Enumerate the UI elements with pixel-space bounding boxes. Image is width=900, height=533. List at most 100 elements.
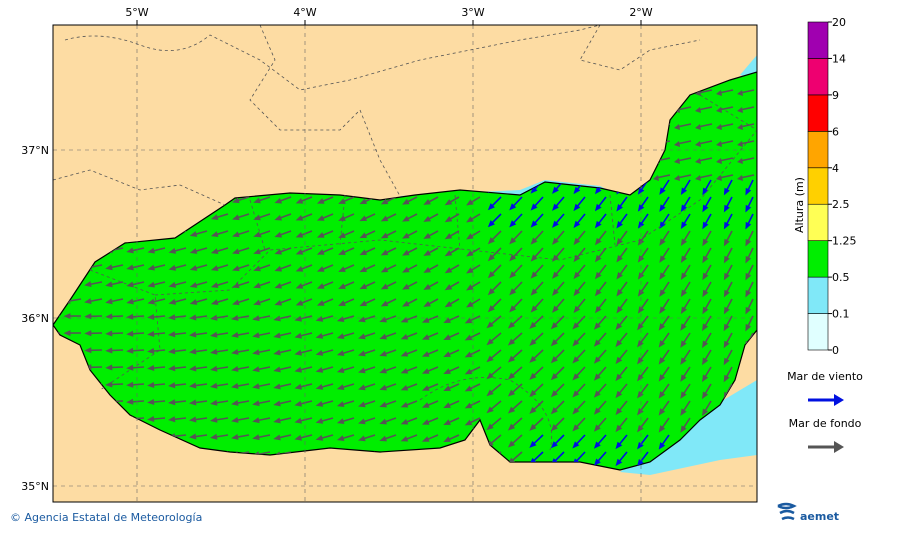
arrowhead [594, 186, 602, 195]
arrowhead [84, 298, 92, 305]
arrowhead [594, 203, 602, 212]
colorbar-segment [807, 313, 829, 351]
arrowhead [168, 399, 176, 406]
arrowhead [379, 367, 387, 374]
arrowhead [637, 390, 644, 399]
arrowhead [252, 383, 260, 390]
arrowhead [466, 267, 474, 274]
arrowhead [315, 418, 324, 424]
arrowhead [231, 315, 239, 321]
legend-arrowhead [834, 441, 844, 453]
arrowhead [615, 322, 623, 331]
arrowhead [572, 424, 580, 432]
lon-label: 3°W [461, 6, 484, 19]
arrowhead [147, 382, 155, 388]
arrowhead [316, 215, 325, 221]
arrowhead [466, 199, 474, 206]
map-frame [52, 24, 758, 503]
arrowhead [486, 389, 494, 397]
arrowhead [593, 390, 601, 398]
colorbar-label: 4 [832, 162, 839, 175]
arrowhead [379, 435, 387, 442]
map [43, 25, 757, 502]
arrowhead [680, 357, 687, 365]
arrowhead [402, 266, 410, 273]
arrowhead [593, 458, 601, 466]
arrowhead [189, 299, 198, 305]
arrowhead [43, 415, 50, 421]
arrowhead [402, 232, 410, 239]
arrowhead [274, 231, 283, 238]
arrowhead [487, 305, 495, 313]
arrowhead [616, 221, 623, 229]
arrowhead [231, 349, 239, 355]
arrowhead [147, 247, 155, 254]
arrowhead [295, 197, 304, 204]
arrowhead [637, 306, 645, 314]
arrowhead [232, 214, 240, 221]
arrowhead [316, 266, 325, 272]
colorbar-label: 20 [832, 16, 846, 29]
arrowhead [210, 365, 218, 372]
arrowhead [294, 400, 302, 407]
arrowhead [637, 339, 644, 348]
arrowhead [336, 435, 345, 441]
arrowhead [486, 338, 494, 346]
arrowhead [507, 389, 516, 397]
arrowhead [615, 339, 623, 348]
arrowhead [573, 203, 581, 212]
arrowhead [274, 282, 283, 289]
arrowhead [359, 232, 368, 239]
arrowhead [423, 283, 431, 290]
arrowhead [358, 435, 366, 442]
arrowhead [147, 264, 155, 271]
legend-label: Mar de fondo [789, 417, 862, 430]
arrowhead [572, 390, 580, 398]
arrowhead [658, 408, 666, 416]
arrowhead [126, 330, 134, 337]
arrowhead [680, 340, 687, 348]
arrowhead [615, 424, 623, 433]
arrowhead [126, 398, 134, 405]
arrowhead [530, 288, 538, 296]
arrowhead [253, 299, 261, 306]
arrowhead [315, 384, 324, 390]
arrowhead [338, 266, 346, 272]
arrowhead [274, 248, 283, 255]
arrowhead [658, 442, 666, 450]
colorbar-label: 0.1 [832, 308, 850, 321]
arrowhead [421, 317, 430, 323]
arrowhead [273, 417, 281, 424]
arrowhead [723, 357, 730, 366]
colorbar-segment [807, 131, 829, 169]
arrowhead [126, 298, 134, 305]
colorbar-segment [807, 240, 829, 278]
arrowhead [509, 203, 517, 211]
arrowhead [189, 282, 198, 288]
arrowhead [550, 356, 558, 364]
arrowhead [444, 216, 453, 223]
arrowhead [552, 271, 559, 279]
arrowhead [400, 418, 409, 425]
arrowhead [294, 417, 302, 424]
arrowhead [126, 347, 134, 354]
arrowhead [637, 407, 644, 416]
arrowhead [695, 141, 701, 147]
arrowhead [674, 124, 680, 130]
colorbar-label: 14 [832, 52, 846, 65]
arrowhead [701, 357, 709, 366]
arrowhead [295, 265, 304, 272]
arrowhead [126, 364, 134, 371]
arrowhead [530, 220, 538, 228]
arrowhead [336, 418, 345, 424]
arrowhead [637, 322, 644, 331]
arrowhead [716, 158, 722, 164]
arrowhead [550, 390, 558, 398]
arrowhead [168, 298, 177, 305]
colorbar-label: 0.5 [832, 271, 850, 284]
arrowhead [168, 348, 176, 355]
arrowhead [168, 365, 176, 372]
arrowhead [252, 400, 260, 407]
arrowhead [231, 332, 239, 338]
arrowhead [105, 281, 113, 288]
